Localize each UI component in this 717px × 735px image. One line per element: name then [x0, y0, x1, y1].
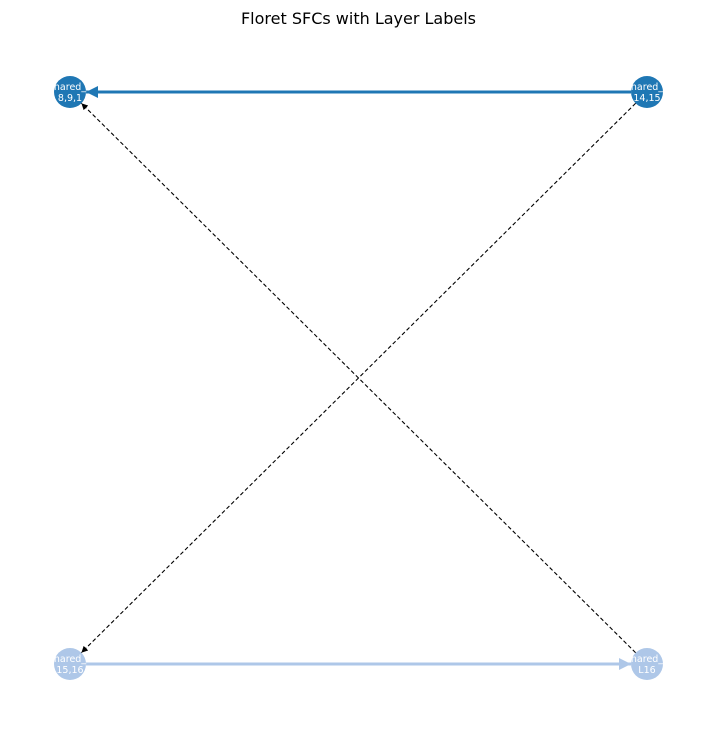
node-circle	[631, 648, 663, 680]
node-label-line2: 8,9,1	[58, 93, 82, 104]
node-circle	[631, 76, 663, 108]
node-circle	[54, 648, 86, 680]
edge-n_tr-to-n_bl	[80, 102, 637, 654]
nodes-layer: hared_8,9,1hared_14,15hared_15,16hared_L…	[54, 76, 663, 680]
node-n_br: hared_L16	[631, 648, 663, 680]
edges-layer	[80, 86, 637, 670]
node-n_tr: hared_14,15	[631, 76, 663, 108]
node-label-line1: hared_	[631, 82, 663, 93]
node-n_tl: hared_8,9,1	[54, 76, 86, 108]
node-n_bl: hared_15,16	[54, 648, 86, 680]
diagram-title: Floret SFCs with Layer Labels	[241, 9, 476, 28]
node-label-line1: hared_	[54, 654, 86, 665]
node-label-line1: hared_	[631, 654, 663, 665]
node-label-line2: L16	[638, 665, 655, 676]
node-label-line1: hared_	[54, 82, 86, 93]
node-label-line2: 14,15	[633, 93, 660, 104]
node-circle	[54, 76, 86, 108]
node-label-line2: 15,16	[56, 665, 83, 676]
